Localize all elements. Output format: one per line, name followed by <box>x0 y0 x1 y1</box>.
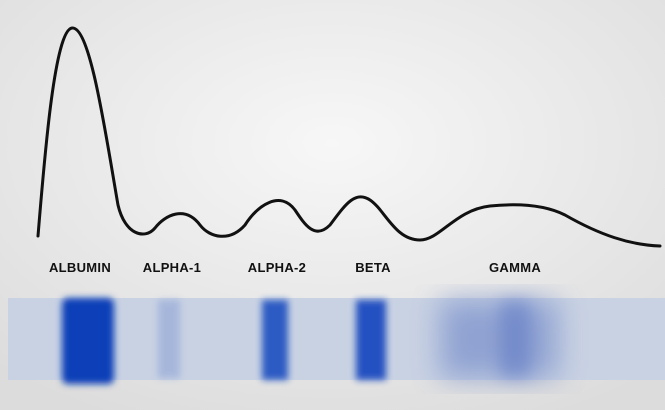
gel-strip <box>8 298 665 384</box>
band-alpha1 <box>158 300 180 378</box>
band-albumin <box>62 298 114 384</box>
fraction-label: BETA <box>355 260 391 275</box>
band-gamma <box>440 300 558 378</box>
band-beta <box>356 300 386 380</box>
fraction-label: ALBUMIN <box>49 260 111 275</box>
page: ALBUMIN ALPHA-1 ALPHA-2 BETA GAMMA (() =… <box>0 0 665 410</box>
fraction-label: ALPHA-2 <box>248 260 306 275</box>
fraction-label: ALPHA-1 <box>143 260 201 275</box>
fraction-label: GAMMA <box>489 260 541 275</box>
band-gamma-core <box>500 300 530 378</box>
band-alpha2 <box>262 300 288 380</box>
electrophoresis-diagram: ALBUMIN ALPHA-1 ALPHA-2 BETA GAMMA <box>0 0 665 410</box>
